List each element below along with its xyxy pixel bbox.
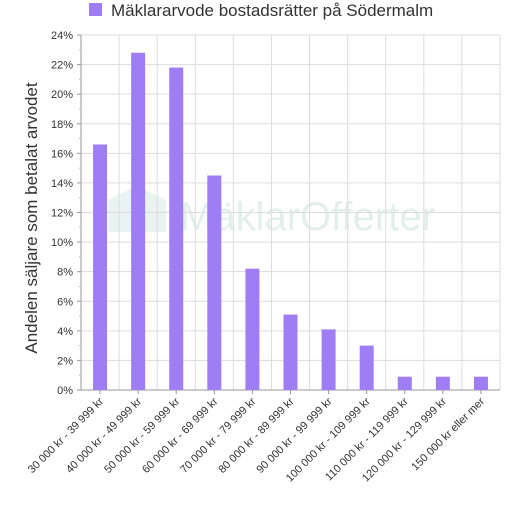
bar[interactable]: [473, 376, 488, 390]
bar[interactable]: [93, 144, 108, 390]
y-tick-label: 4%: [57, 326, 73, 338]
y-axis-ticks: 0% 2% 4% 6% 8% 10% 12% 14% 16% 18% 20% 22% 24%: [51, 30, 81, 397]
y-tick-label: 10%: [51, 237, 73, 249]
bar[interactable]: [169, 67, 184, 391]
watermark-text: MäklarOfferter: [180, 195, 435, 239]
y-tick-label: 12%: [51, 208, 73, 220]
y-tick-label: 24%: [51, 30, 73, 42]
bars: [93, 52, 488, 391]
bar[interactable]: [207, 175, 222, 390]
bar[interactable]: [131, 52, 146, 390]
bar[interactable]: [321, 329, 336, 390]
bar[interactable]: [359, 345, 374, 390]
bar[interactable]: [435, 376, 450, 390]
bar[interactable]: [245, 268, 260, 390]
legend-swatch: [89, 3, 102, 16]
y-tick-label: 22%: [51, 60, 73, 72]
bar[interactable]: [397, 376, 412, 390]
bar[interactable]: [283, 314, 298, 390]
y-tick-label: 18%: [51, 119, 73, 131]
y-tick-label: 8%: [57, 267, 73, 279]
y-tick-label: 16%: [51, 148, 73, 160]
y-tick-label: 6%: [57, 296, 73, 308]
y-tick-label: 20%: [51, 89, 73, 101]
y-tick-label: 2%: [57, 355, 73, 367]
legend[interactable]: Mäklararvode bostadsrätter på Södermalm: [89, 1, 433, 20]
y-axis-label: Andelen säljare som betalat arvodet: [22, 82, 41, 353]
legend-label: Mäklararvode bostadsrätter på Södermalm: [111, 1, 433, 20]
y-tick-label: 14%: [51, 178, 73, 190]
y-tick-label: 0%: [57, 385, 73, 397]
grid: [80, 34, 501, 391]
